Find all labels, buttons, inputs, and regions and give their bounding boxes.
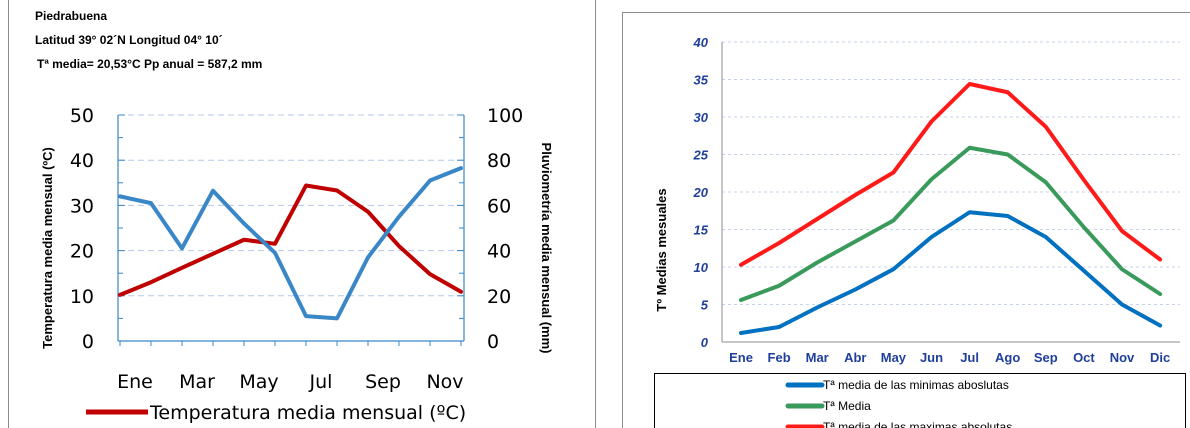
chart1-header-line-3: Tª media= 20,53°C Pp anual = 587,2 mm	[37, 57, 262, 71]
x-tick-label: Oct	[1073, 350, 1095, 365]
legend-label: Tª Media	[823, 399, 871, 413]
chart1-header-line-2: Latitud 39° 02´N Longitud 04° 10´	[35, 33, 223, 47]
legend-label: Temperatura media mensual (ºC)	[149, 402, 466, 424]
legend-label: Tª media de las maximas absolutas	[823, 420, 1012, 428]
right-tick-label: 40	[487, 241, 511, 263]
y-axis-title: Tº Medias mesuales	[654, 188, 669, 311]
precipitation-line	[118, 166, 463, 321]
x-tick-label: Jul	[960, 350, 979, 365]
legend-box	[654, 373, 1186, 428]
left-tick-label: 30	[70, 195, 94, 217]
left-axis-title: Temperatura media mensual (ºC)	[40, 147, 55, 349]
left-tick-label: 20	[70, 241, 94, 263]
mean-temperature-line	[739, 145, 1163, 302]
temperature-chart: 0 5 10 15 20 25 30 35 40 Ene Feb Mar Abr May Jun Jul Ago…	[654, 35, 1186, 428]
x-tick-label: Abr	[844, 350, 866, 365]
x-tick-label: Feb	[768, 350, 791, 365]
climate-chart: 0 10 20 30 40 50 0 20 40 60 80 100 Ene Mar May Jul Sep No…	[40, 105, 554, 424]
x-tick-label: Nov	[1110, 350, 1135, 365]
right-tick-label: 20	[487, 286, 511, 308]
right-axis-title: Pluviometría media mensual (mm)	[539, 143, 554, 354]
y-tick-label: 35	[694, 73, 709, 88]
chart1-header-line-1: Piedrabuena	[35, 9, 107, 23]
x-tick-label: Jun	[920, 350, 943, 365]
y-tick-label: 25	[693, 148, 709, 163]
x-tick-label: Ago	[995, 350, 1020, 365]
x-tick-label: May	[881, 350, 907, 365]
x-tick-label: Mar	[806, 350, 829, 365]
max-temperature-line	[739, 82, 1163, 267]
x-tick-label: Jul	[309, 371, 333, 393]
min-temperature-line	[739, 210, 1163, 335]
y-tick-label: 0	[701, 335, 709, 350]
left-tick-label: 50	[70, 105, 94, 127]
x-tick-label: Mar	[179, 371, 215, 393]
right-tick-label: 60	[487, 195, 511, 217]
temperature-chart-frame	[622, 12, 1190, 428]
y-tick-label: 40	[693, 35, 709, 50]
left-tick-label: 10	[70, 286, 94, 308]
legend-label: Tª media de las minimas aboslutas	[823, 378, 1009, 392]
y-tick-label: 20	[693, 185, 709, 200]
y-tick-label: 5	[701, 298, 709, 313]
x-tick-label: Dic	[1150, 350, 1170, 365]
right-tick-label: 80	[487, 150, 511, 172]
x-tick-label: May	[239, 371, 278, 393]
climate-chart-frame	[8, 0, 596, 428]
right-tick-label: 100	[487, 105, 523, 127]
x-tick-label: Ene	[117, 371, 153, 393]
y-tick-label: 30	[694, 110, 709, 125]
x-tick-label: Ene	[729, 350, 753, 365]
temperature-line	[118, 183, 463, 297]
left-tick-label: 40	[70, 150, 94, 172]
y-tick-label: 10	[694, 260, 709, 275]
y-tick-label: 15	[694, 223, 709, 238]
x-tick-label: Sep	[1034, 350, 1058, 365]
x-tick-label: Nov	[426, 371, 463, 393]
x-tick-label: Sep	[365, 371, 401, 393]
right-tick-label: 0	[487, 331, 499, 353]
left-tick-label: 0	[82, 331, 94, 353]
